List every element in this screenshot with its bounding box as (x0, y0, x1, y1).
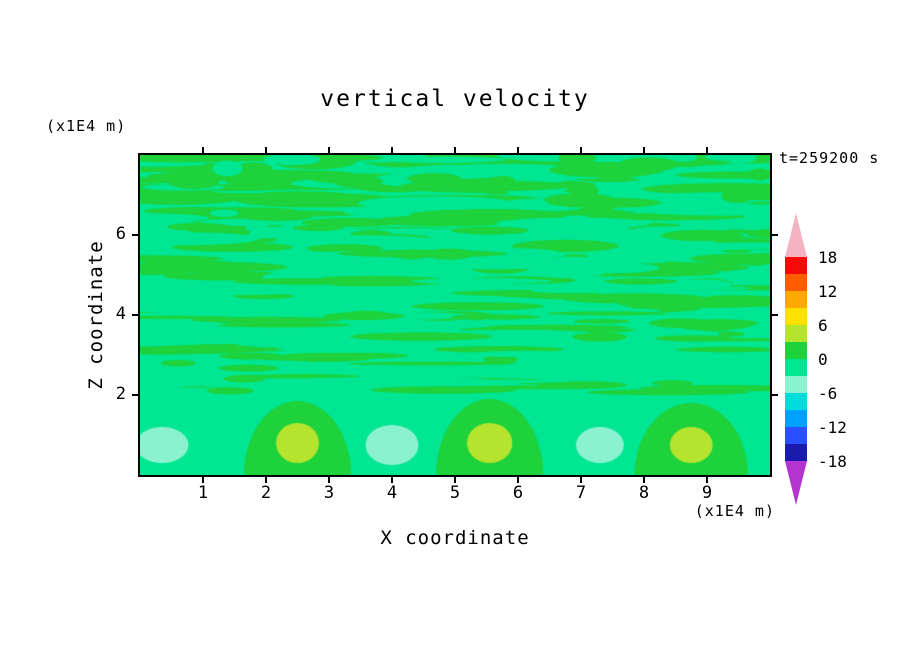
x-tick (202, 147, 204, 155)
colorbar-band (785, 376, 807, 393)
x-tick-label: 3 (323, 483, 335, 503)
y-tick (770, 314, 778, 316)
plot-frame (138, 153, 772, 477)
y-tick (132, 234, 140, 236)
colorbar-band (785, 274, 807, 291)
colorbar-band (785, 257, 807, 274)
colorbar-label: -18 (818, 452, 847, 471)
colorbar-label: 12 (818, 282, 838, 301)
chart-title: vertical velocity (320, 86, 590, 112)
colorbar-label: -6 (818, 384, 838, 403)
x-tick (265, 147, 267, 155)
x-tick (706, 147, 708, 155)
x-tick-label: 5 (449, 483, 461, 503)
x-tick-label: 6 (512, 483, 524, 503)
x-tick (454, 147, 456, 155)
colorbar-label: 6 (818, 316, 828, 335)
colorbar-over-arrow (785, 213, 807, 257)
colorbar-label: 18 (818, 248, 838, 267)
x-tick (265, 475, 267, 483)
x-tick-label: 7 (575, 483, 587, 503)
y-tick-label: 4 (115, 304, 126, 324)
y-tick (770, 234, 778, 236)
x-tick-label: 2 (260, 483, 272, 503)
y-tick (132, 314, 140, 316)
colorbar-band (785, 308, 807, 325)
colorbar-band (785, 427, 807, 444)
colorbar-label: 0 (818, 350, 828, 369)
time-label: t=259200 s (779, 149, 880, 167)
colorbar-band (785, 359, 807, 376)
colorbar-band (785, 325, 807, 342)
y-tick (770, 394, 778, 396)
y-tick (132, 394, 140, 396)
x-tick-label: 9 (701, 483, 713, 503)
x-tick (391, 147, 393, 155)
x-tick (643, 475, 645, 483)
x-tick (454, 475, 456, 483)
x-tick-label: 4 (386, 483, 398, 503)
colorbar-under-arrow (785, 461, 807, 505)
z-axis-units-label: (x1E4 m) (46, 117, 127, 135)
x-tick (580, 147, 582, 155)
x-tick (643, 147, 645, 155)
x-tick (328, 475, 330, 483)
colorbar-band (785, 410, 807, 427)
x-tick (328, 147, 330, 155)
x-axis-units-label: (x1E4 m) (694, 502, 775, 520)
colorbar-band (785, 393, 807, 410)
x-tick (706, 475, 708, 483)
x-tick (517, 475, 519, 483)
colorbar-band (785, 342, 807, 359)
x-tick (391, 475, 393, 483)
y-tick-label: 6 (115, 224, 126, 244)
contour-field-canvas (140, 155, 770, 475)
x-axis-label: X coordinate (380, 527, 530, 549)
x-tick (580, 475, 582, 483)
x-tick-label: 8 (638, 483, 650, 503)
colorbar-label: -12 (818, 418, 847, 437)
colorbar-band (785, 444, 807, 461)
x-tick (517, 147, 519, 155)
y-tick-label: 2 (115, 384, 126, 404)
x-tick-label: 1 (197, 483, 209, 503)
x-tick (202, 475, 204, 483)
colorbar-band (785, 291, 807, 308)
